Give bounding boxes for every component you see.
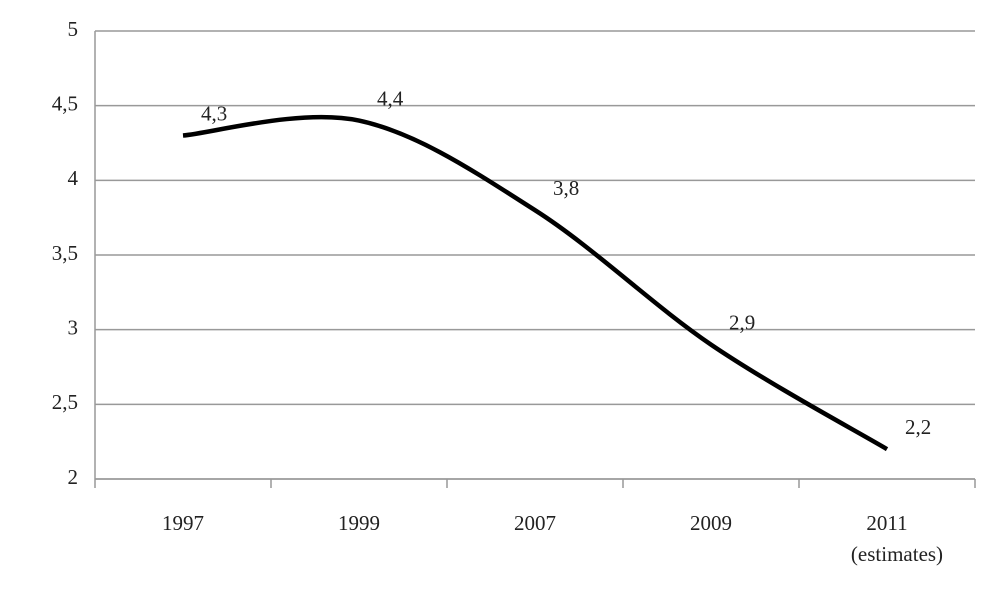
line [182,114,889,452]
y-tick-label: 5 [68,17,79,41]
y-tick-label: 2,5 [52,390,78,414]
y-tick-label: 4,5 [52,91,78,115]
data-label: 3,8 [553,176,579,200]
data-label: 4,3 [201,101,227,125]
y-tick-label: 4 [68,166,79,190]
y-tick-label: 3,5 [52,241,78,265]
data-label: 2,2 [905,415,931,439]
x-tick-label: 2007 [514,511,556,535]
data-label: 4,4 [377,86,404,110]
x-tick-note: (estimates) [851,542,943,566]
x-tick-label: 1997 [162,511,204,535]
x-tick-label: 2011 [866,511,907,535]
y-tick-label: 2 [68,465,79,489]
y-tick-label: 3 [68,315,79,339]
x-tick-label: 2009 [690,511,732,535]
x-tick-label: 1999 [338,511,380,535]
data-label: 2,9 [729,310,755,334]
